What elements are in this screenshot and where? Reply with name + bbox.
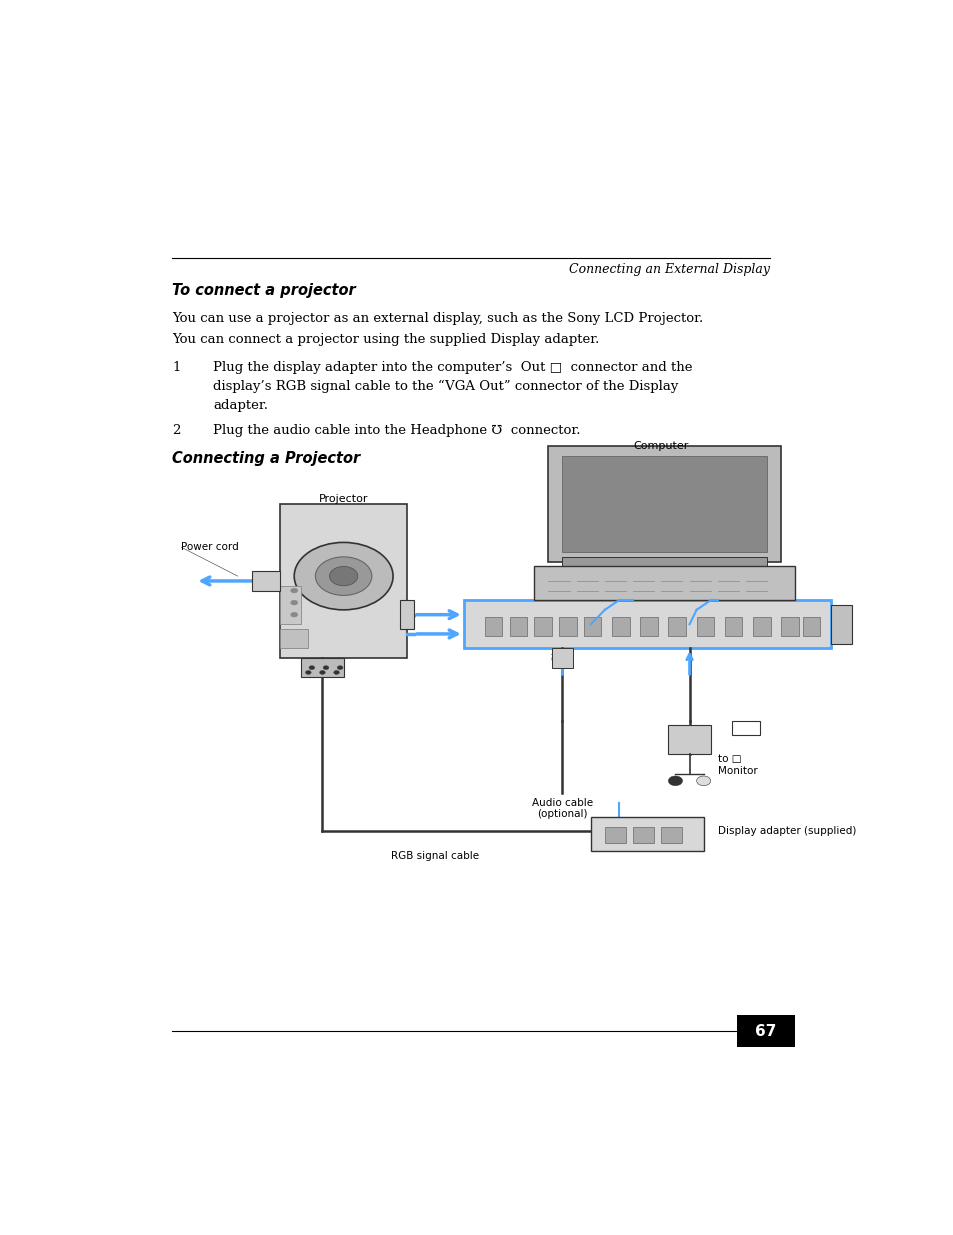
- Circle shape: [323, 666, 329, 669]
- Text: display’s RGB signal cable to the “VGA Out” connector of the Display: display’s RGB signal cable to the “VGA O…: [213, 380, 678, 394]
- Text: Display adapter (supplied): Display adapter (supplied): [717, 826, 855, 836]
- FancyBboxPatch shape: [830, 605, 851, 643]
- Text: Connecting a Projector: Connecting a Projector: [172, 451, 360, 466]
- Text: adapter.: adapter.: [213, 399, 268, 412]
- Text: 2: 2: [172, 424, 181, 437]
- FancyBboxPatch shape: [509, 618, 527, 636]
- Text: You can connect a projector using the supplied Display adapter.: You can connect a projector using the su…: [172, 332, 599, 346]
- Circle shape: [291, 600, 297, 605]
- Circle shape: [305, 671, 311, 674]
- Text: To connect a projector: To connect a projector: [172, 283, 355, 298]
- FancyBboxPatch shape: [731, 720, 760, 735]
- Text: Power cord: Power cord: [181, 542, 239, 552]
- Text: RGB signal cable: RGB signal cable: [391, 851, 479, 861]
- FancyBboxPatch shape: [611, 618, 629, 636]
- FancyBboxPatch shape: [752, 618, 770, 636]
- FancyBboxPatch shape: [484, 618, 502, 636]
- Circle shape: [315, 557, 372, 595]
- FancyBboxPatch shape: [668, 725, 710, 755]
- FancyBboxPatch shape: [280, 629, 308, 648]
- FancyBboxPatch shape: [604, 826, 625, 844]
- Text: 1: 1: [172, 361, 181, 374]
- FancyBboxPatch shape: [781, 618, 798, 636]
- FancyBboxPatch shape: [639, 618, 657, 636]
- FancyBboxPatch shape: [801, 618, 820, 636]
- Text: Connecting an External Display: Connecting an External Display: [568, 263, 769, 277]
- FancyBboxPatch shape: [551, 648, 573, 668]
- FancyBboxPatch shape: [301, 658, 343, 677]
- FancyBboxPatch shape: [399, 600, 414, 629]
- Text: Plug the display adapter into the computer’s  Out □  connector and the: Plug the display adapter into the comput…: [213, 361, 692, 374]
- FancyBboxPatch shape: [668, 618, 685, 636]
- FancyBboxPatch shape: [590, 818, 703, 851]
- FancyBboxPatch shape: [252, 572, 280, 590]
- FancyBboxPatch shape: [660, 826, 681, 844]
- Text: You can use a projector as an external display, such as the Sony LCD Projector.: You can use a projector as an external d…: [172, 311, 703, 325]
- Text: 67: 67: [755, 1024, 776, 1039]
- FancyBboxPatch shape: [463, 600, 830, 648]
- FancyBboxPatch shape: [534, 618, 551, 636]
- Text: Plug the audio cable into the Headphone ℧  connector.: Plug the audio cable into the Headphone …: [213, 424, 580, 437]
- FancyBboxPatch shape: [562, 557, 766, 572]
- FancyBboxPatch shape: [583, 618, 600, 636]
- FancyBboxPatch shape: [696, 618, 714, 636]
- FancyBboxPatch shape: [534, 567, 795, 600]
- Circle shape: [668, 776, 681, 785]
- FancyBboxPatch shape: [633, 826, 654, 844]
- Circle shape: [334, 671, 339, 674]
- FancyBboxPatch shape: [548, 446, 781, 562]
- Circle shape: [291, 588, 297, 593]
- Text: Audio cable
(optional): Audio cable (optional): [532, 798, 593, 819]
- Circle shape: [696, 776, 710, 785]
- FancyBboxPatch shape: [724, 618, 741, 636]
- FancyBboxPatch shape: [280, 504, 407, 658]
- Circle shape: [329, 567, 357, 585]
- Text: Computer: Computer: [633, 441, 688, 451]
- Circle shape: [319, 671, 325, 674]
- Circle shape: [291, 613, 297, 618]
- Text: ℧: ℧: [550, 653, 559, 666]
- Text: to □
Monitor: to □ Monitor: [717, 755, 757, 776]
- FancyBboxPatch shape: [737, 1015, 794, 1047]
- FancyBboxPatch shape: [280, 585, 301, 625]
- FancyBboxPatch shape: [562, 456, 766, 552]
- Circle shape: [309, 666, 314, 669]
- Circle shape: [337, 666, 342, 669]
- Circle shape: [294, 542, 393, 610]
- FancyBboxPatch shape: [558, 618, 576, 636]
- Text: Projector: Projector: [318, 494, 368, 504]
